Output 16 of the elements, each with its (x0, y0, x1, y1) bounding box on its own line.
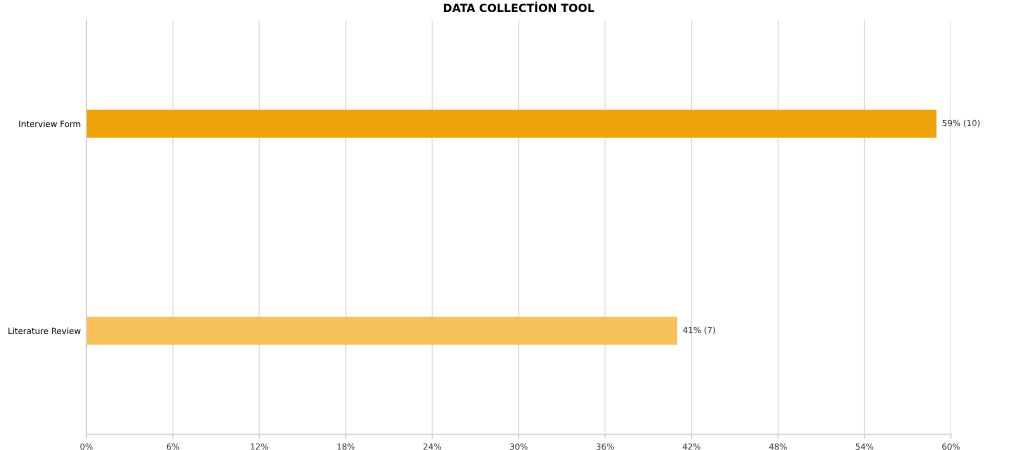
x-tick-label: 48% (769, 443, 787, 450)
x-tick-label: 60% (942, 443, 960, 450)
x-tick-label: 42% (682, 443, 701, 450)
data-label: 41% (7) (683, 326, 715, 335)
x-tick-label: 24% (423, 443, 442, 450)
x-tick-label: 36% (596, 443, 614, 450)
x-tick-label: 54% (855, 443, 874, 450)
data-label: 59% (10) (942, 119, 980, 128)
y-tick-label: Interview Form (19, 120, 81, 128)
x-tick-label: 6% (166, 443, 180, 450)
x-tick-label: 30% (510, 443, 528, 450)
y-tick-label: Literature Review (8, 327, 81, 335)
x-tick-label: 0% (80, 443, 93, 450)
x-tick-label: 12% (250, 443, 269, 450)
chart-title: DATA COLLECTİON TOOL (443, 1, 595, 13)
x-tick-label: 18% (337, 443, 355, 450)
